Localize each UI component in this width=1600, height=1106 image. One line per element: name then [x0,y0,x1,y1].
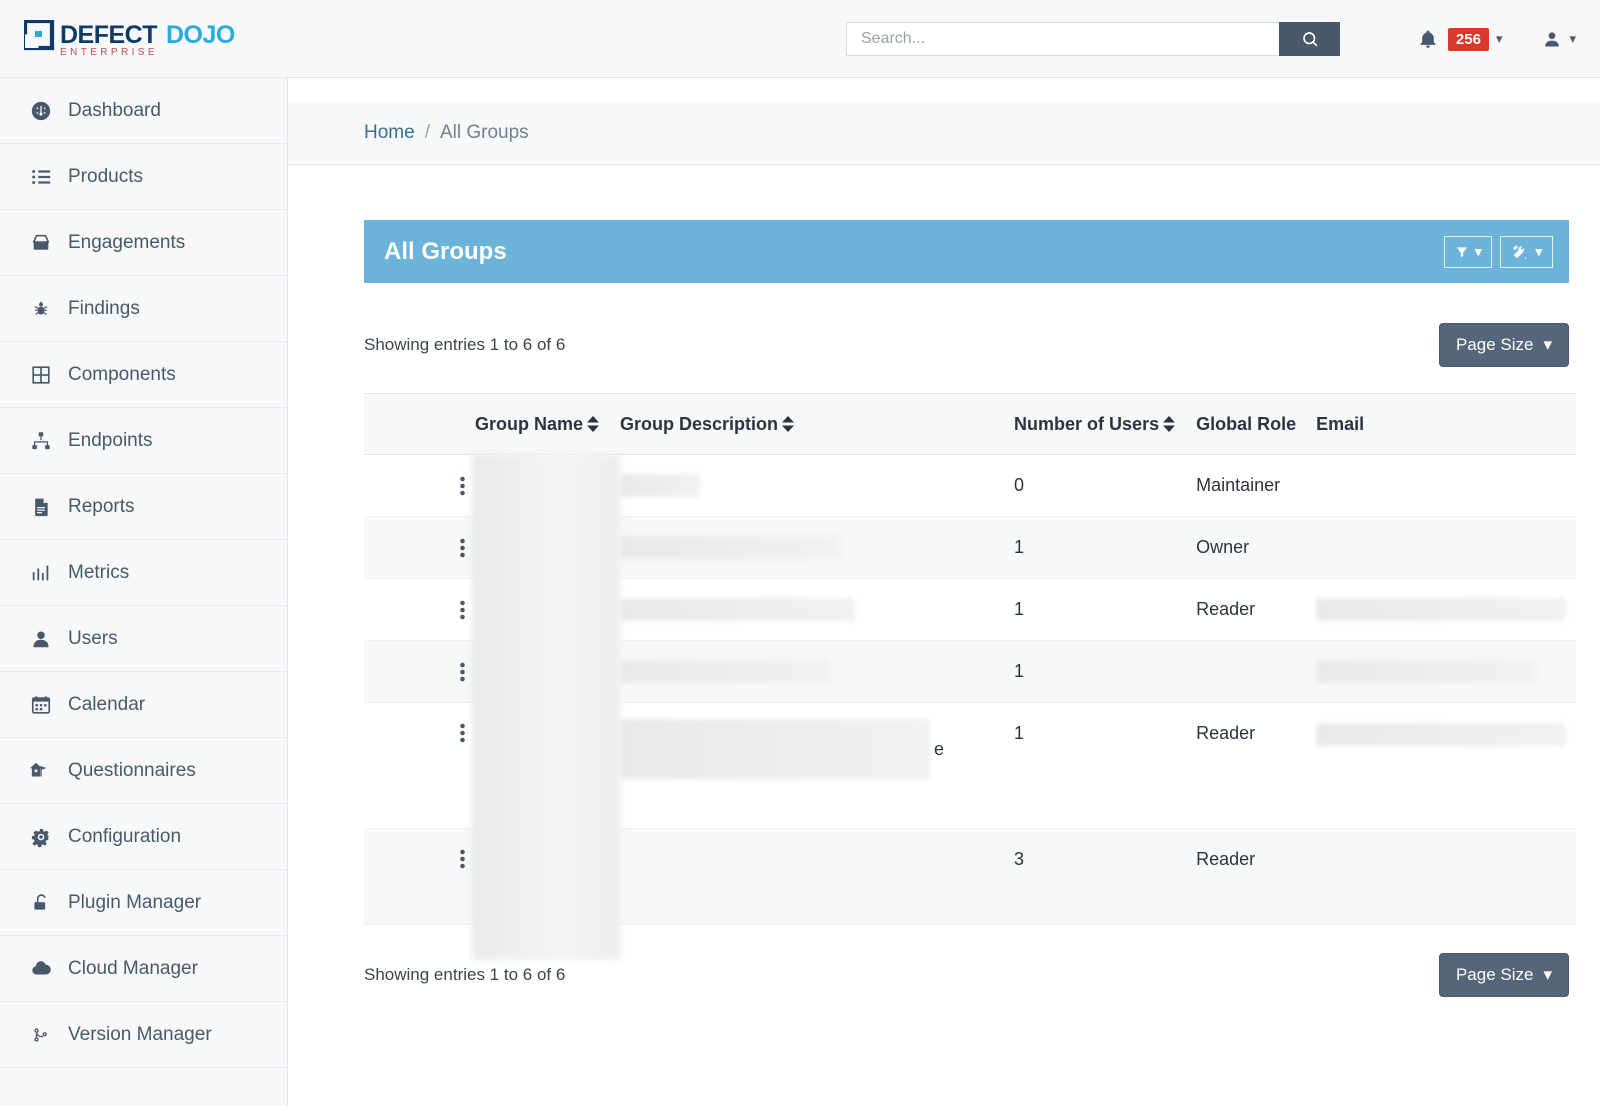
svg-text:DOJO: DOJO [166,21,235,49]
svg-text:DEFECT: DEFECT [60,21,157,49]
svg-text:ENTERPRISE: ENTERPRISE [60,47,158,58]
